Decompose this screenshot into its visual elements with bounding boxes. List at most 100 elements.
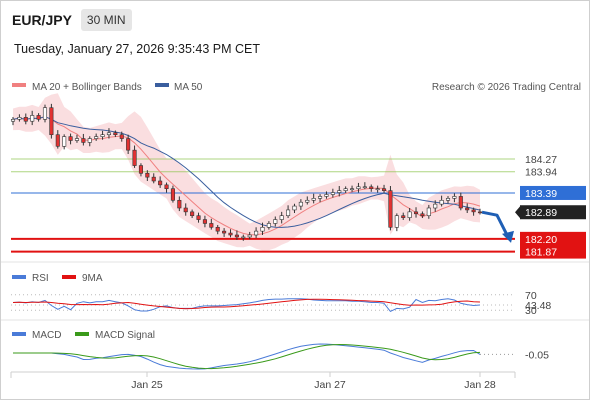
candle-body [362, 186, 367, 189]
price-tag-support: 181.87 [520, 244, 586, 259]
candle [426, 204, 431, 219]
candle [215, 224, 220, 235]
rsi-ma-line [12, 298, 481, 310]
candle-body [100, 134, 105, 137]
candle-body [388, 190, 393, 228]
candle [382, 184, 387, 193]
price-tag-pointer [515, 205, 521, 220]
candle [170, 185, 175, 203]
forecast-arrow-line [481, 210, 509, 236]
candle-body [458, 196, 463, 209]
candle-body [170, 188, 175, 201]
candle-body [254, 230, 259, 236]
candle [151, 173, 156, 184]
candle-body [382, 188, 387, 191]
candle-body [420, 213, 425, 217]
candle [126, 134, 131, 154]
candle [356, 182, 361, 193]
candle [17, 114, 22, 122]
candle-body [81, 138, 86, 143]
candle [49, 103, 54, 139]
price-tag-text: 181.87 [525, 247, 557, 259]
candle [343, 186, 348, 193]
candle-body [228, 232, 233, 236]
candle-body [42, 107, 48, 120]
candle [177, 196, 182, 212]
candle-body [234, 234, 239, 238]
candle-body [138, 165, 143, 174]
candle-body [260, 226, 265, 232]
candle-body [318, 196, 323, 199]
candle-body [23, 117, 28, 122]
candle [158, 176, 163, 188]
rsi-axis-label: 43.48 [525, 300, 551, 312]
candle [305, 196, 310, 205]
symbol-title: EUR/JPY [12, 12, 72, 28]
forecast-layer [481, 210, 514, 243]
resistance-label: 183.94 [525, 167, 557, 179]
candle [388, 186, 393, 231]
candle [260, 222, 265, 235]
time-axis-layer: Jan 25 Jan 27 Jan 28 [10, 372, 516, 391]
candle [222, 228, 227, 237]
candle-body [158, 180, 163, 186]
candle [106, 128, 111, 139]
chart-header: EUR/JPY 30 MIN [12, 9, 132, 31]
candle-body [401, 215, 406, 218]
candle-body [177, 199, 182, 209]
candle [401, 212, 406, 220]
bollinger-band-fill [13, 93, 480, 251]
candle-body [279, 215, 284, 220]
price-tag-last: 182.89 [515, 205, 586, 220]
candle [81, 133, 86, 146]
time-axis-label: Jan 28 [464, 379, 496, 391]
legend-ma50: MA 50 [174, 82, 203, 93]
candle [113, 130, 118, 138]
candle-body [247, 234, 252, 238]
candle-body [426, 207, 431, 217]
level-lines-layer [11, 158, 515, 253]
candle [452, 193, 457, 203]
candle-body [74, 138, 80, 141]
candle-body [94, 136, 99, 139]
candle-body [62, 136, 67, 147]
candle-body [113, 132, 118, 136]
timeframe-badge[interactable]: 30 MIN [80, 9, 132, 31]
candle-body [164, 184, 169, 190]
candle-body [151, 176, 156, 182]
macd-legend-swatch [12, 332, 26, 336]
time-axis-label: Jan 27 [314, 379, 346, 391]
candle-body [477, 211, 483, 214]
candle-body [68, 136, 73, 141]
rsi-legend-swatch [12, 275, 26, 279]
candle [132, 145, 137, 168]
candle-body [407, 211, 412, 218]
candle [279, 211, 284, 224]
candle [318, 194, 323, 203]
candle [241, 234, 246, 241]
candle [420, 211, 425, 219]
candle [362, 182, 367, 190]
macd-value-label: -0.05 [525, 349, 549, 361]
candle [311, 193, 316, 204]
candle [36, 113, 41, 122]
candle-body [30, 115, 35, 122]
candle-body [369, 186, 374, 190]
candle-body [241, 236, 246, 239]
ma50-legend-swatch [155, 83, 169, 87]
candle-body [324, 194, 329, 197]
candle-body [330, 192, 335, 195]
candle [369, 184, 374, 192]
candle-body [10, 118, 16, 122]
candle-body [17, 117, 22, 120]
candle [413, 207, 419, 218]
candle [471, 207, 476, 216]
candle [433, 200, 438, 212]
candle [337, 186, 342, 197]
candle [247, 231, 252, 240]
candle-body [202, 219, 207, 224]
legend-macd: MACD [32, 330, 61, 341]
macd-signal-legend-swatch [75, 332, 89, 336]
candle [68, 133, 73, 145]
candle [234, 230, 239, 241]
